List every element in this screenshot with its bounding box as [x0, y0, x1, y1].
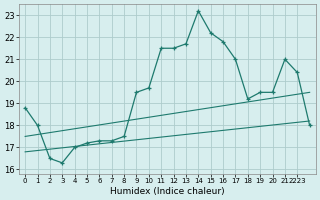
X-axis label: Humidex (Indice chaleur): Humidex (Indice chaleur): [110, 187, 225, 196]
